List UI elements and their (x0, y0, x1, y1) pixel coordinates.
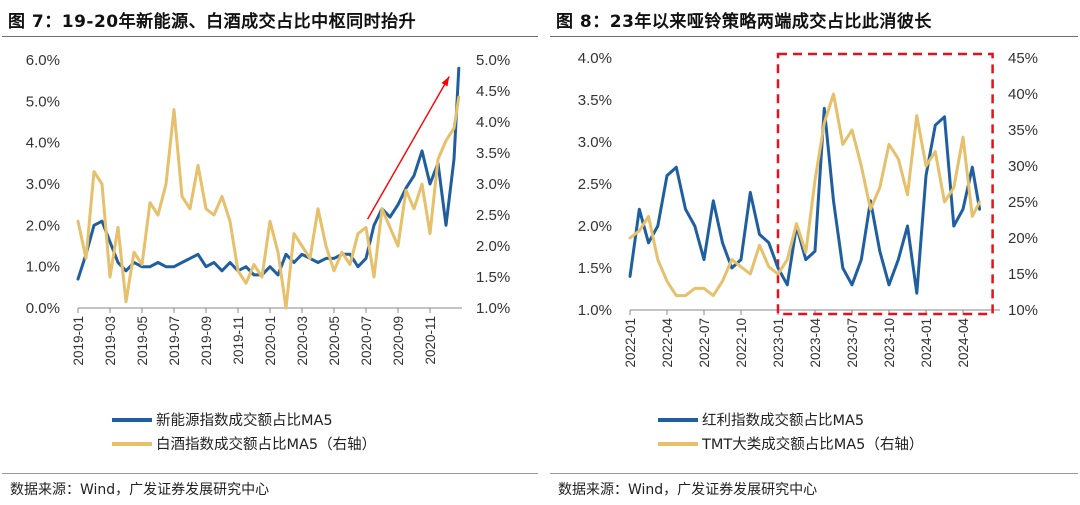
x-tick-label: 2019-01 (71, 316, 86, 366)
x-tick-label: 2023-04 (808, 318, 823, 368)
x-tick-label: 2022-04 (660, 318, 675, 368)
right-y-tick-label: 40% (1008, 86, 1038, 103)
series-line-1 (76, 66, 461, 281)
figure-title: 图 7：19-20年新能源、白酒成交占比中枢同时抬升 (8, 12, 417, 32)
x-tick-label: 2022-07 (697, 318, 712, 368)
right-y-tick-label: 5.0% (476, 52, 510, 69)
chart-figure-8: 4.0% 3.5% 3.0% 2.5% 2.0% 1.5% 1.0% 45% 40% 35% 30%… (578, 50, 1038, 453)
left-y-tick-label: 3.5% (578, 92, 612, 109)
x-tick-label: 2023-10 (882, 318, 897, 368)
figure-7-panel: 图 7：19-20年新能源、白酒成交占比中枢同时抬升 6.0% 5.0% 4.0% 3… (2, 12, 538, 498)
left-y-tick-label: 6.0% (26, 52, 60, 69)
right-y-tick-label: 15% (1008, 266, 1038, 283)
source-divider (2, 473, 538, 474)
x-tick-label: 2024-04 (956, 318, 971, 368)
source-note: 数据来源：Wind，广发证券发展研究中心 (558, 482, 818, 498)
x-tick-label: 2020-09 (391, 316, 406, 366)
x-tick-label: 2022-01 (623, 318, 638, 368)
x-tick-label: 2019-11 (231, 316, 246, 365)
right-y-tick-label: 2.0% (476, 238, 510, 255)
x-tick-label: 2022-10 (734, 318, 749, 368)
series-line-2 (628, 92, 982, 298)
x-tick-label: 2019-07 (167, 316, 182, 366)
left-y-tick-label: 0.0% (26, 300, 60, 317)
right-y-tick-label: 1.5% (476, 269, 510, 286)
right-y-tick-label: 20% (1008, 230, 1038, 247)
trend-arrow-line (366, 76, 450, 220)
legend-label-2: 白酒指数成交额占比MA5（右轴） (156, 435, 376, 453)
left-y-tick-label: 1.0% (578, 302, 612, 319)
x-tick-label: 2023-07 (845, 318, 860, 368)
series-line-1 (628, 106, 982, 295)
right-y-tick-label: 1.0% (476, 300, 510, 317)
series-line-2 (76, 95, 461, 310)
left-y-tick-label: 3.0% (26, 176, 60, 193)
source-divider (550, 473, 1078, 474)
right-y-tick-label: 4.0% (476, 114, 510, 131)
left-y-tick-label: 5.0% (26, 93, 60, 110)
legend-label-2: TMT大类成交额占比MA5（右轴） (701, 435, 923, 453)
left-y-tick-label: 2.0% (26, 217, 60, 234)
trend-arrow-head (441, 76, 450, 87)
x-tick-label: 2020-01 (263, 316, 278, 366)
left-y-tick-label: 2.0% (578, 218, 612, 235)
title-divider (550, 36, 1078, 37)
right-y-tick-label: 3.0% (476, 176, 510, 193)
x-tick-label: 2019-09 (199, 316, 214, 366)
left-y-tick-label: 4.0% (578, 50, 612, 67)
x-tick-label: 2020-05 (327, 316, 342, 366)
source-note: 数据来源：Wind，广发证券发展研究中心 (10, 482, 270, 498)
highlight-box (776, 52, 994, 316)
chart-figure-7: 6.0% 5.0% 4.0% 3.0% 2.0% 1.0% 0.0% 5.0% 4.5% 4.0%… (26, 52, 510, 453)
right-y-tick-label: 30% (1008, 158, 1038, 175)
x-tick-label: 2020-03 (295, 316, 310, 366)
x-tick-label: 2023-01 (771, 318, 786, 368)
x-tick-label: 2020-11 (423, 316, 438, 365)
left-y-tick-label: 1.5% (578, 260, 612, 277)
title-divider (2, 36, 538, 37)
left-y-tick-label: 2.5% (578, 176, 612, 193)
figure-8-panel: 图 8：23年以来哑铃策略两端成交占比此消彼长 4.0% 3.5% 3.0% 2.5%… (548, 0, 1080, 505)
right-y-tick-label: 3.5% (476, 145, 510, 162)
right-y-tick-label: 10% (1008, 302, 1038, 319)
figure-title: 图 8：23年以来哑铃策略两端成交占比此消彼长 (556, 12, 932, 32)
right-y-tick-label: 35% (1008, 122, 1038, 139)
legend-label-1: 新能源指数成交额占比MA5 (156, 411, 333, 429)
left-y-tick-label: 1.0% (26, 259, 60, 276)
x-tick-label: 2020-07 (359, 316, 374, 366)
x-tick-label: 2019-03 (103, 316, 118, 366)
right-y-tick-label: 4.5% (476, 83, 510, 100)
legend-label-1: 红利指数成交额占比MA5 (702, 411, 864, 429)
left-y-tick-label: 4.0% (26, 135, 60, 152)
right-y-tick-label: 25% (1008, 194, 1038, 211)
x-tick-label: 2019-05 (135, 316, 150, 366)
x-tick-label: 2024-01 (919, 318, 934, 368)
right-y-tick-label: 45% (1008, 50, 1038, 67)
right-y-tick-label: 2.5% (476, 207, 510, 224)
left-y-tick-label: 3.0% (578, 134, 612, 151)
